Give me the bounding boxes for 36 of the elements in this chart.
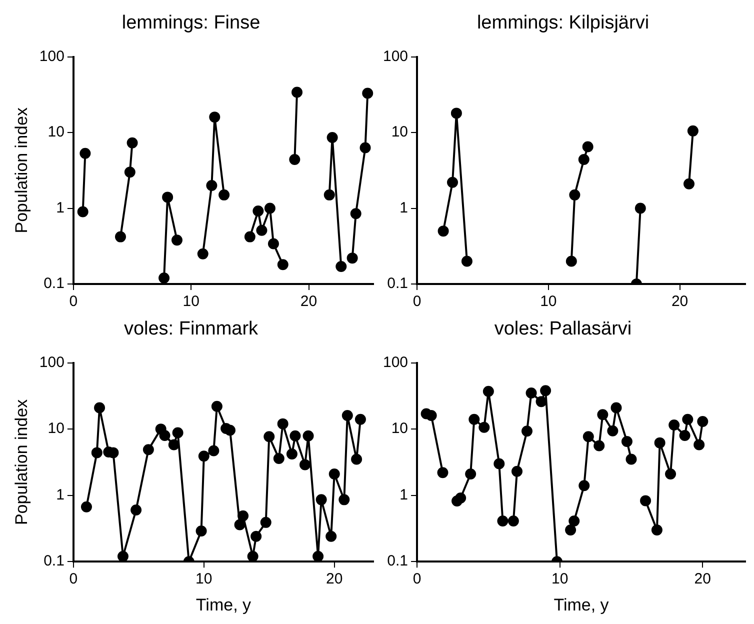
y-tick-label: 100: [382, 354, 408, 371]
x-tick-label: 10: [196, 570, 212, 588]
y-tick-label: 1: [400, 199, 408, 216]
x-tick-label: 20: [671, 293, 688, 310]
x-tick-label: 0: [412, 293, 422, 310]
y-tick-label: 0.1: [44, 552, 64, 570]
chart-title: lemmings: Kilpisjärvi: [476, 12, 650, 34]
y-tick-label: 10: [391, 124, 408, 141]
x-tick-label: 10: [540, 293, 557, 310]
x-tick-label: 0: [69, 293, 78, 310]
x-tick-label: 20: [326, 570, 343, 588]
y-tick-label: 10: [48, 124, 64, 141]
x-tick-label: 0: [412, 570, 422, 588]
x-tick-label: 20: [694, 570, 711, 588]
y-tick-label: 100: [382, 48, 408, 65]
y-tick-label: 10: [391, 420, 408, 438]
y-tick-label: 100: [39, 48, 64, 65]
y-axis-title: Population index: [12, 398, 31, 526]
y-tick-label: 0.1: [387, 275, 408, 292]
y-tick-label: 1: [56, 199, 64, 216]
y-axis-title: Population index: [12, 107, 31, 234]
chart-title: voles: Finnmark: [124, 318, 259, 340]
x-tick-label: 10: [182, 293, 200, 310]
y-tick-label: 1: [400, 486, 408, 504]
x-tick-label: 0: [69, 570, 78, 588]
x-tick-label: 20: [300, 293, 318, 310]
y-tick-label: 100: [39, 354, 64, 371]
chart-title: lemmings: Finse: [122, 12, 260, 34]
x-tick-label: 10: [551, 570, 568, 588]
x-axis-title: Time, y: [196, 595, 252, 614]
y-tick-label: 0.1: [44, 275, 64, 292]
y-tick-label: 0.1: [387, 552, 408, 570]
x-axis-title: Time, y: [554, 595, 610, 614]
y-tick-label: 10: [48, 420, 64, 438]
chart-title: voles: Pallasärvi: [494, 318, 632, 340]
y-tick-label: 1: [56, 486, 64, 504]
